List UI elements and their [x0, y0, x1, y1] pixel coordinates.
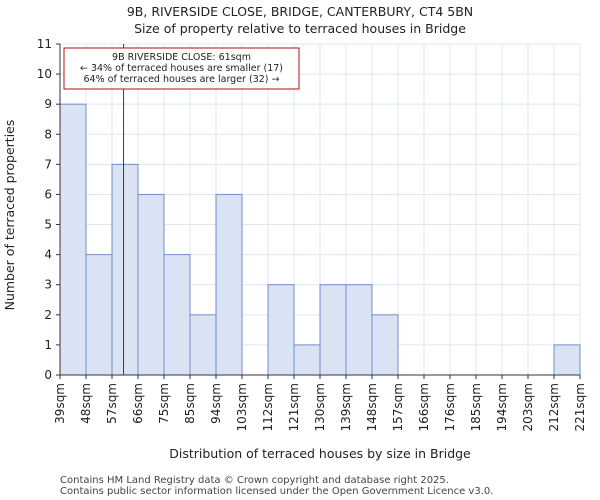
- x-tick-label: 221sqm: [573, 383, 587, 431]
- histogram-bar: [293, 344, 321, 376]
- y-tick-label: 8: [44, 127, 52, 141]
- x-tick-label: 85sqm: [183, 383, 197, 424]
- y-tick-label: 6: [44, 187, 52, 201]
- y-tick-label: 4: [44, 248, 52, 262]
- x-tick-label: 48sqm: [79, 383, 93, 424]
- x-tick-label: 39sqm: [53, 383, 67, 424]
- chart-title: 9B, RIVERSIDE CLOSE, BRIDGE, CANTERBURY,…: [127, 4, 473, 19]
- x-tick-label: 212sqm: [547, 383, 561, 431]
- annotation-frame: [63, 47, 300, 90]
- y-tick-label: 9: [44, 97, 52, 111]
- histogram-bar: [163, 254, 191, 376]
- bars: [59, 103, 581, 376]
- annotation-line-3: 64% of terraced houses are larger (32) →: [84, 74, 280, 85]
- x-ticks: 39sqm 48sqm 57sqm 66sqm 75sqm 85sqm 94sqm 103sq…: [53, 375, 587, 431]
- x-tick-label: 57sqm: [105, 383, 119, 424]
- chart-subtitle: Size of property relative to terraced ho…: [134, 21, 466, 36]
- annotation-line-2: ← 34% of terraced houses are smaller (17…: [80, 63, 283, 74]
- histogram-bar: [85, 254, 113, 376]
- y-tick-label: 1: [44, 338, 52, 352]
- x-tick-label: 130sqm: [313, 383, 327, 431]
- x-tick-label: 103sqm: [235, 383, 249, 431]
- histogram-bar: [215, 193, 243, 376]
- x-tick-label: 203sqm: [521, 383, 535, 431]
- x-tick-label: 94sqm: [209, 383, 223, 424]
- histogram-bar: [189, 314, 217, 376]
- histogram-bar: [111, 163, 139, 376]
- histogram-bar: [59, 103, 87, 376]
- y-tick-label: 10: [37, 67, 52, 81]
- histogram-bar: [371, 314, 399, 376]
- x-tick-label: 185sqm: [469, 383, 483, 431]
- annotation-box: 9B RIVERSIDE CLOSE: 61sqm ← 34% of terra…: [63, 47, 300, 90]
- histogram-bar: [267, 284, 295, 376]
- footer-line-2: Contains public sector information licen…: [60, 486, 493, 497]
- y-ticks: 0 1 2 3 4 5 6 7 8 9 10 11: [37, 37, 60, 382]
- y-tick-label: 2: [44, 308, 52, 322]
- x-tick-label: 166sqm: [417, 383, 431, 431]
- x-tick-label: 139sqm: [339, 383, 353, 431]
- histogram-bar: [319, 284, 347, 376]
- y-tick-label: 5: [44, 218, 52, 232]
- histogram-bar: [137, 193, 165, 376]
- y-axis-label: Number of terraced properties: [2, 120, 17, 311]
- x-tick-label: 176sqm: [443, 383, 457, 431]
- x-tick-label: 194sqm: [495, 383, 509, 431]
- y-tick-label: 11: [37, 37, 52, 51]
- x-tick-label: 112sqm: [261, 383, 275, 431]
- x-tick-label: 66sqm: [131, 383, 145, 424]
- annotation-line-1: 9B RIVERSIDE CLOSE: 61sqm: [112, 52, 251, 63]
- y-tick-label: 0: [44, 368, 52, 382]
- x-tick-label: 121sqm: [287, 383, 301, 431]
- x-axis-label: Distribution of terraced houses by size …: [169, 446, 471, 461]
- x-tick-label: 75sqm: [157, 383, 171, 424]
- x-tick-label: 157sqm: [391, 383, 405, 431]
- y-tick-label: 3: [44, 278, 52, 292]
- histogram-bar: [553, 344, 581, 376]
- histogram-bar: [345, 284, 373, 376]
- footer-line-1: Contains HM Land Registry data © Crown c…: [60, 475, 449, 486]
- y-tick-label: 7: [44, 157, 52, 171]
- x-tick-label: 148sqm: [365, 383, 379, 431]
